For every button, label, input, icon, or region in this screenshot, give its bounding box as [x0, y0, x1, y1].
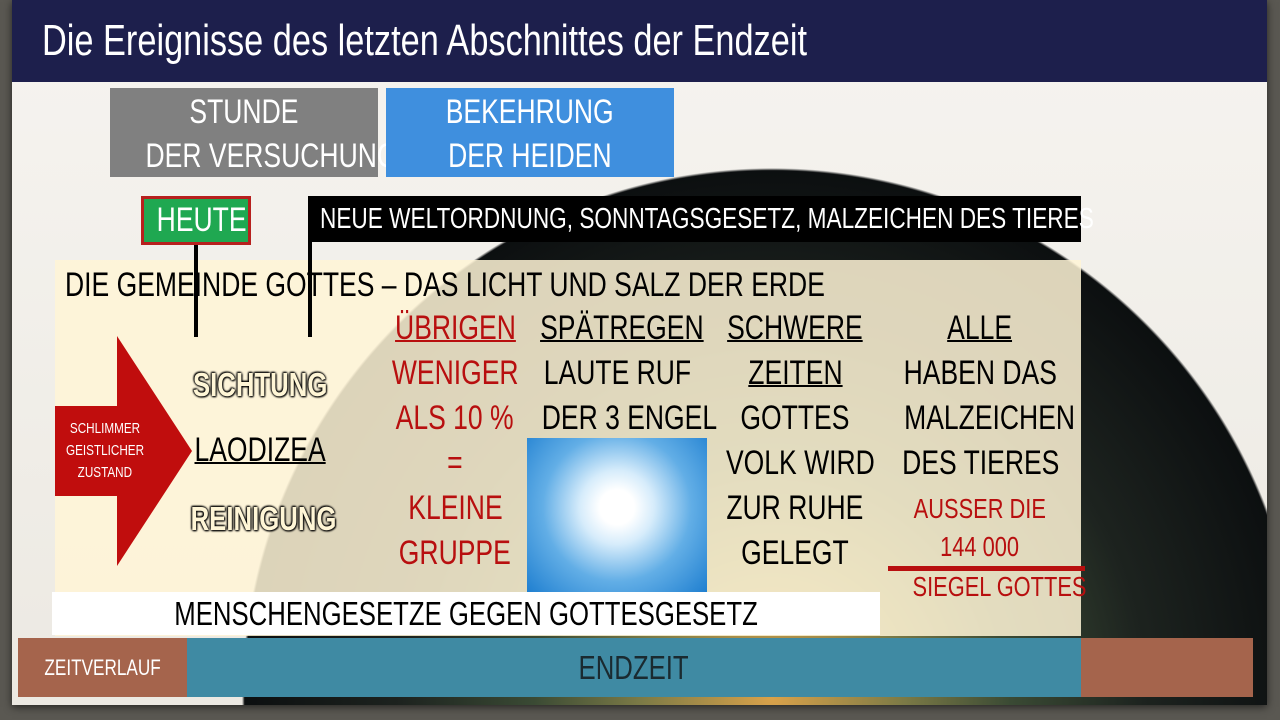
law-bar: MENSCHENGESETZE GEGEN GOTTESGESETZ: [52, 592, 880, 635]
laodizea-label: LAODIZEA: [170, 428, 350, 473]
reinigung-text: REINIGUNG: [190, 500, 337, 537]
col-line: GRUPPE: [398, 534, 512, 572]
panel-heading: DIE GEMEINDE GOTTES – DAS LICHT UND SALZ…: [65, 266, 1039, 305]
slide: Die Ereignisse des letzten Abschnittes d…: [12, 0, 1267, 705]
col-line: SPÄTREGEN: [540, 309, 704, 347]
zeitverlauf-text: ZEITVERLAUF: [44, 655, 161, 680]
col-line: ÜBRIGEN: [394, 309, 516, 347]
banner-line: [308, 196, 312, 337]
reinigung-label: REINIGUNG: [170, 496, 350, 541]
arrow-icon: [55, 336, 192, 566]
col-line: ALLE: [947, 309, 1013, 347]
col-line: GELEGT: [741, 534, 849, 572]
arrow-label: SCHLIMMER GEISTLICHER ZUSTAND: [55, 418, 155, 484]
col-line: DES TIERES: [902, 444, 1060, 482]
col-line: ALS 10 %: [396, 399, 514, 437]
sichtung-label: SICHTUNG: [170, 362, 350, 407]
arrow-line: GEISTLICHER: [66, 442, 145, 459]
laodizea-text: LAODIZEA: [194, 431, 326, 469]
timeline-end: [1081, 638, 1253, 697]
col-line: ZUR RUHE: [726, 489, 864, 527]
box-line: DER HEIDEN: [448, 137, 612, 175]
col-line: =: [447, 444, 463, 482]
bekehrung-box: BEKEHRUNG DER HEIDEN: [386, 88, 674, 177]
banner-text: NEUE WELTORDNUNG, SONNTAGSGESETZ, MALZEI…: [320, 203, 1094, 235]
alle-column: ALLE HABEN DAS MALZEICHEN DES TIERES: [880, 306, 1080, 486]
endzeit-text: ENDZEIT: [578, 649, 690, 686]
ausser-column: AUSSER DIE 144 000 SIEGEL GOTTES: [880, 490, 1086, 603]
stunde-box: STUNDE DER VERSUCHUNG: [110, 88, 398, 177]
col-line: DER 3 ENGEL: [541, 399, 718, 437]
arrow-line: ZUSTAND: [77, 464, 133, 481]
col-line: 144 000: [940, 531, 1020, 562]
box-line: DER VERSUCHUNG: [145, 137, 398, 175]
col-line: LAUTE RUF: [543, 354, 691, 392]
heute-line: [194, 245, 198, 337]
timeline-zeitverlauf: ZEITVERLAUF: [18, 638, 187, 697]
col-line: KLEINE: [407, 489, 503, 527]
spaetregen-column: SPÄTREGEN LAUTE RUF DER 3 ENGEL: [517, 306, 717, 441]
col-line: ZEITEN: [747, 354, 843, 392]
col-line: AUSSER DIE: [913, 493, 1047, 524]
box-line: STUNDE: [189, 93, 299, 131]
nwo-banner: NEUE WELTORDNUNG, SONNTAGSGESETZ, MALZEI…: [310, 196, 1094, 242]
heading-text: DIE GEMEINDE GOTTES – DAS LICHT UND SALZ…: [65, 266, 825, 304]
uebrigen-column: ÜBRIGEN WENIGER ALS 10 % = KLEINE GRUPPE: [370, 306, 540, 576]
arrow-line: SCHLIMMER: [69, 420, 141, 437]
sichtung-text: SICHTUNG: [192, 366, 328, 403]
col-line: VOLK WIRD: [725, 444, 875, 482]
col-line: WENIGER: [391, 354, 519, 392]
slide-title: Die Ereignisse des letzten Abschnittes d…: [12, 0, 1267, 82]
heute-marker: HEUTE: [141, 196, 251, 245]
heute-text: HEUTE: [156, 201, 247, 239]
timeline-endzeit: ENDZEIT: [187, 638, 1081, 697]
col-line: MALZEICHEN: [904, 399, 1076, 437]
box-line: BEKEHRUNG: [446, 93, 614, 131]
sun-image: [527, 438, 707, 592]
schwere-zeiten-column: SCHWERE ZEITEN GOTTES VOLK WIRD ZUR RUHE…: [705, 306, 885, 576]
col-line: SIEGEL GOTTES: [912, 571, 1087, 602]
title-text: Die Ereignisse des letzten Abschnittes d…: [42, 16, 807, 65]
col-line: GOTTES: [740, 399, 850, 437]
law-text: MENSCHENGESETZE GEGEN GOTTESGESETZ: [174, 595, 758, 632]
col-line: SCHWERE: [727, 309, 863, 347]
col-line: HABEN DAS: [903, 354, 1057, 392]
